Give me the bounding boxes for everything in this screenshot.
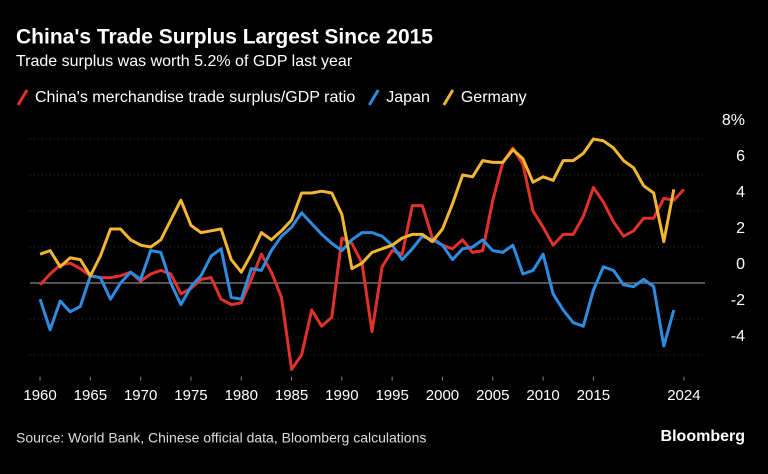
- legend-label: China's merchandise trade surplus/GDP ra…: [35, 89, 355, 106]
- x-tick-label: 2000: [426, 387, 459, 404]
- legend-marker: [16, 89, 29, 106]
- x-tick-label: 2024: [667, 387, 700, 404]
- y-tick-label: 0: [736, 256, 745, 273]
- y-tick-label: -2: [731, 292, 745, 309]
- x-tick-label: 2015: [577, 387, 610, 404]
- source-note: Source: World Bank, Chinese official dat…: [16, 430, 426, 446]
- x-tick-label: 1990: [325, 387, 358, 404]
- credit: Bloomberg: [661, 428, 745, 445]
- x-tick-label: 1975: [174, 387, 207, 404]
- legend-marker: [442, 89, 455, 106]
- chart-title: China's Trade Surplus Largest Since 2015: [16, 26, 433, 49]
- series-line: [38, 211, 676, 348]
- x-tick-label: 2005: [476, 387, 509, 404]
- x-tick-label: 1960: [23, 387, 56, 404]
- y-tick-label: 4: [736, 184, 745, 201]
- x-tick-label: 2010: [526, 387, 559, 404]
- y-tick-label: 2: [736, 220, 745, 237]
- x-tick-label: 1980: [225, 387, 258, 404]
- series-line: [38, 146, 685, 371]
- x-tick-label: 1995: [375, 387, 408, 404]
- series-line: [39, 137, 676, 278]
- legend-marker: [367, 89, 380, 106]
- y-tick-label: 6: [736, 148, 745, 165]
- y-tick-label: -4: [731, 328, 745, 345]
- chart-subtitle: Trade surplus was worth 5.2% of GDP last…: [16, 53, 353, 70]
- y-tick-label: 8%: [722, 112, 745, 129]
- x-tick-label: 1965: [74, 387, 107, 404]
- x-tick-label: 1985: [275, 387, 308, 404]
- legend-label: Germany: [461, 89, 527, 106]
- legend-label: Japan: [386, 89, 430, 106]
- x-tick-label: 1970: [124, 387, 157, 404]
